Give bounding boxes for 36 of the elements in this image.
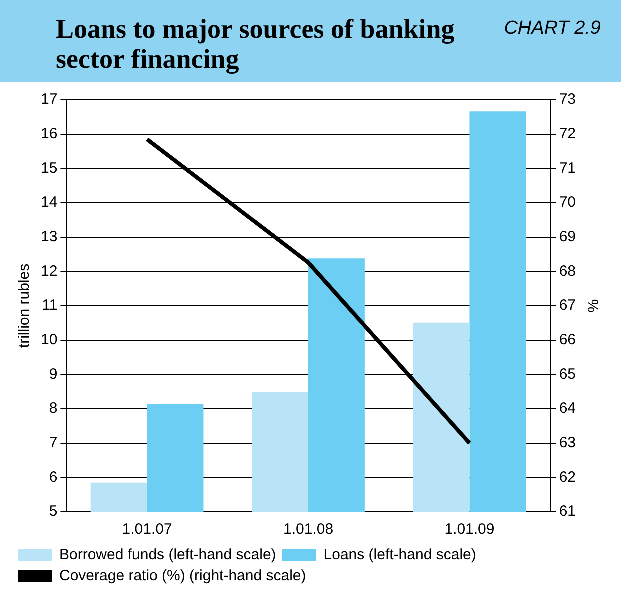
x-tick-label: 1.01.08: [283, 521, 334, 538]
chart-title: Loans to major sources of banking sector financing: [56, 14, 456, 74]
y-tick-label: 6: [49, 468, 58, 486]
y-tick-label: 13: [40, 228, 58, 246]
y-tick-label: 16: [40, 125, 58, 142]
chart-subtitle: CHART 2.9: [504, 18, 601, 40]
y2-tick-label: 62: [559, 468, 576, 486]
y2-tick-label: 69: [559, 228, 576, 246]
y2-tick-label: 68: [559, 262, 576, 280]
y2-tick-label: 66: [559, 331, 576, 348]
y2-tick-label: 63: [559, 434, 576, 452]
y2-tick-label: 67: [559, 297, 576, 314]
y-tick-label: 14: [40, 194, 58, 212]
y-tick-label: 7: [49, 434, 58, 452]
y2-axis-title: %: [584, 299, 601, 313]
y2-tick-label: 64: [559, 400, 576, 418]
y-tick-label: 10: [40, 331, 58, 348]
y2-tick-label: 73: [559, 91, 576, 108]
y-tick-label: 17: [40, 91, 58, 108]
y-tick-label: 15: [40, 160, 58, 177]
legend-label: Coverage ratio (%) (right-hand scale): [60, 568, 306, 585]
y2-tick-label: 72: [559, 125, 576, 142]
y2-tick-label: 61: [559, 503, 576, 520]
y2-tick-label: 70: [559, 194, 576, 212]
x-tick-label: 1.01.07: [122, 521, 172, 538]
y2-tick-label: 71: [559, 160, 576, 177]
y-tick-label: 12: [40, 262, 58, 280]
y-tick-label: 9: [49, 366, 58, 383]
y-tick-label: 5: [49, 503, 58, 520]
y-tick-label: 8: [49, 400, 58, 418]
y2-tick-label: 65: [559, 366, 576, 383]
y-axis-title: trillion rubles: [16, 264, 34, 348]
legend-label: Loans (left-hand scale): [324, 546, 476, 564]
y-tick-label: 11: [42, 297, 58, 314]
legend-label: Borrowed funds (left-hand scale): [60, 546, 276, 564]
x-tick-label: 1.01.09: [444, 521, 495, 538]
